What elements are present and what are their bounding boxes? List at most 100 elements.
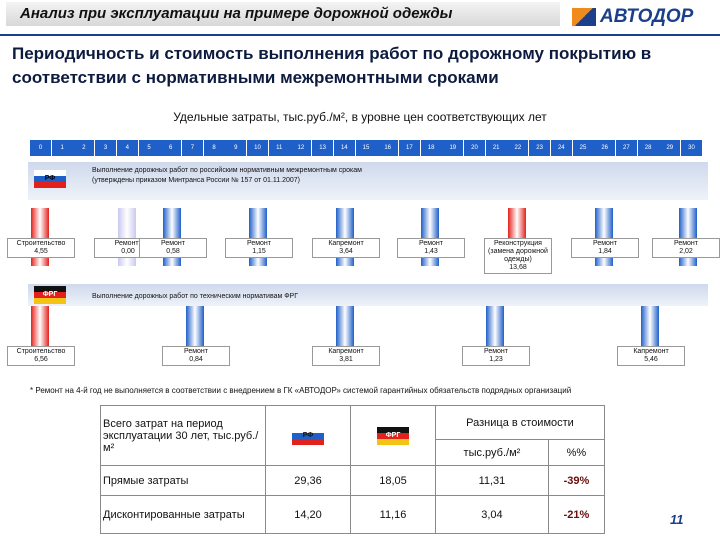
year-cell: 28 [637, 140, 659, 156]
event-label: Ремонт 0,84 [162, 346, 230, 366]
event-cost: 1,84 [598, 248, 612, 255]
event-name: Строительство [16, 240, 66, 247]
event-cost: 1,43 [424, 248, 438, 255]
event-cost: 0,00 [121, 248, 135, 255]
event-name: Ремонт [183, 348, 209, 355]
year-cell: 14 [333, 140, 355, 156]
event-cost: 1,23 [489, 356, 503, 363]
year-cell: 7 [181, 140, 203, 156]
table-flag-cell: ФРГ [350, 405, 436, 466]
table-cell: 3,04 [435, 495, 549, 534]
event-name: Ремонт [246, 240, 272, 247]
row-text: Выполнение дорожных работ по российским … [92, 167, 362, 174]
event-cost: 0,84 [189, 356, 203, 363]
year-cell: 4 [116, 140, 138, 156]
event-cost: 4,55 [34, 248, 48, 255]
row-band [28, 162, 708, 200]
year-cell: 17 [398, 140, 420, 156]
year-cell: 9 [225, 140, 247, 156]
event-name: Реконструкция (замена дорожной одежды) [488, 240, 548, 263]
year-cell: 13 [312, 140, 334, 156]
table-cell: 11,31 [435, 465, 549, 496]
event-name: Капремонт [328, 348, 364, 355]
row-note: (утверждены приказом Минтранса России № … [92, 177, 301, 184]
flag: ФРГ [34, 286, 66, 304]
event-label: Строительство 6,56 [7, 346, 75, 366]
event-cost: 13,68 [509, 264, 527, 271]
event-label: Капремонт 5,46 [617, 346, 685, 366]
year-cell: 22 [507, 140, 529, 156]
table-cell: 29,36 [265, 465, 351, 496]
row-text: Выполнение дорожных работ по техническим… [92, 293, 299, 300]
year-cell: 8 [203, 140, 225, 156]
event-label: Ремонт 1,15 [225, 238, 293, 258]
event-name: Ремонт [483, 348, 509, 355]
table-cell: 14,20 [265, 495, 351, 534]
table-cell: Дисконтированные затраты [100, 495, 266, 534]
event-name: Капремонт [633, 348, 669, 355]
year-cell: 26 [594, 140, 616, 156]
table-header: тыс.руб./м² [435, 439, 549, 466]
table-row: Прямые затраты 29,36 18,05 11,31 -39% [100, 465, 606, 496]
event-cost: 3,64 [339, 248, 353, 255]
event-cost: 5,46 [644, 356, 658, 363]
year-cell: 25 [572, 140, 594, 156]
event-name: Ремонт [160, 240, 186, 247]
year-cell: 23 [529, 140, 551, 156]
event-name: Ремонт [673, 240, 699, 247]
event-name: Ремонт [418, 240, 444, 247]
year-cell: 3 [95, 140, 117, 156]
event-label: Ремонт 2,02 [652, 238, 720, 258]
table-flag-cell: РФ [265, 405, 351, 466]
year-cell: 16 [377, 140, 399, 156]
logo: АВТОДОР [600, 6, 694, 27]
event-name: Ремонт [592, 240, 618, 247]
table-header: %% [547, 439, 606, 466]
event-cost: 3,81 [339, 356, 353, 363]
year-cell: 1 [51, 140, 73, 156]
table-cell: Прямые затраты [100, 465, 266, 496]
event-label: Ремонт 1,43 [397, 238, 465, 258]
event-cost: 2,02 [679, 248, 693, 255]
year-cell: 18 [420, 140, 442, 156]
event-label: Строительство 4,55 [7, 238, 75, 258]
year-cell: 11 [268, 140, 290, 156]
subtitle: Периодичность и стоимость выполнения раб… [12, 44, 652, 87]
rule [0, 34, 720, 36]
table-header: Разница в стоимости [435, 405, 605, 440]
event-cost: 6,56 [34, 356, 48, 363]
flag: ФРГ [377, 426, 409, 445]
event-label: Капремонт 3,64 [312, 238, 380, 258]
table-cell: -21% [547, 495, 606, 534]
page-number: 11 [670, 512, 684, 527]
year-cell: 29 [659, 140, 681, 156]
year-cell: 10 [247, 140, 268, 156]
year-cell: 0 [30, 140, 51, 156]
year-cell: 2 [73, 140, 95, 156]
table-cell: 11,16 [350, 495, 436, 534]
event-cost: 1,15 [252, 248, 266, 255]
event-label: Ремонт 1,23 [462, 346, 530, 366]
year-cell: 24 [550, 140, 572, 156]
caption: Удельные затраты, тыс.руб./м², в уровне … [173, 110, 547, 124]
footnote: * Ремонт на 4-й год не выполняется в соо… [30, 386, 572, 395]
table-corner: Всего затрат на период эксплуатации 30 л… [100, 405, 266, 466]
year-cell: 20 [464, 140, 485, 156]
event-name: Строительство [16, 348, 66, 355]
row-band [28, 284, 708, 306]
year-cell: 12 [290, 140, 312, 156]
logo-mark [572, 8, 596, 26]
event-name: Капремонт [328, 240, 364, 247]
year-cell: 21 [485, 140, 507, 156]
cost-table: Всего затрат на период эксплуатации 30 л… [100, 405, 606, 534]
flag: РФ [292, 426, 324, 445]
year-cell: 15 [355, 140, 377, 156]
flag: РФ [34, 170, 66, 188]
year-cell: 5 [138, 140, 160, 156]
event-label: Капремонт 3,81 [312, 346, 380, 366]
event-label: Реконструкция (замена дорожной одежды) 13… [484, 238, 552, 274]
event-cost: 0,58 [166, 248, 180, 255]
year-cell: 19 [442, 140, 464, 156]
event-label: Ремонт 0,58 [139, 238, 207, 258]
